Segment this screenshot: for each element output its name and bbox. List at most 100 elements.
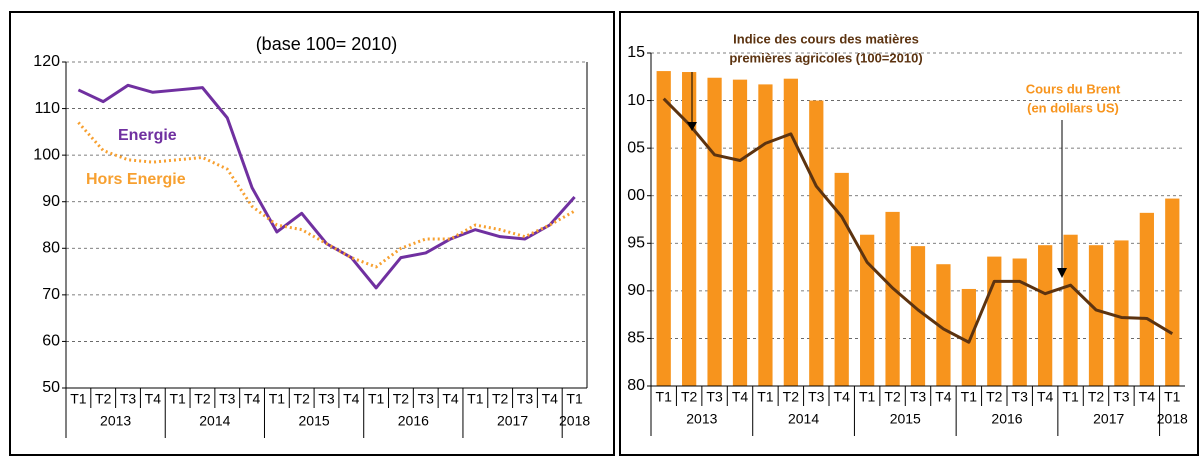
- x-tick-label: T4: [343, 391, 360, 407]
- x-tick-label: T1: [269, 391, 286, 407]
- x-tick-label: T4: [145, 391, 162, 407]
- x-tick-label: T4: [442, 391, 459, 407]
- bar: [732, 79, 748, 386]
- x-tick-label: T2: [393, 391, 410, 407]
- x-tick-label: T1: [70, 391, 87, 407]
- x-tick-label: T4: [1139, 389, 1156, 405]
- year-label: 2018: [1157, 411, 1188, 427]
- x-tick-label: T2: [294, 391, 311, 407]
- bar: [656, 71, 671, 386]
- x-tick-label: T4: [935, 389, 952, 405]
- x-tick-label: T1: [169, 391, 186, 407]
- y-tick-label: 70: [42, 286, 60, 303]
- x-tick-label: T3: [910, 389, 927, 405]
- x-tick-label: T3: [1113, 389, 1130, 405]
- arrow-head: [687, 122, 697, 131]
- y-tick-label: 60: [42, 333, 60, 350]
- bar: [682, 72, 697, 387]
- annotation: Indice des cours des matières: [733, 31, 919, 46]
- x-tick-label: T2: [884, 389, 901, 405]
- bar: [1038, 245, 1053, 386]
- x-tick-label: T2: [681, 389, 698, 405]
- y-tick-label: 80: [42, 240, 60, 257]
- x-tick-label: T2: [492, 391, 509, 407]
- bar: [1165, 198, 1180, 386]
- year-label: 2014: [788, 411, 819, 427]
- x-tick-label: T4: [834, 389, 851, 405]
- annotation: (en dollars US): [1027, 100, 1119, 115]
- y-tick-label: 90: [42, 193, 60, 210]
- y-tick-label: 85: [627, 330, 645, 347]
- bar: [860, 234, 875, 386]
- y-tick-label: 05: [627, 139, 645, 156]
- left-frame: [9, 11, 615, 456]
- year-label: 2017: [497, 413, 528, 429]
- chart-title: (base 100= 2010): [256, 34, 398, 54]
- bar: [961, 288, 976, 386]
- x-tick-label: T3: [706, 389, 723, 405]
- x-tick-label: T4: [732, 389, 749, 405]
- x-tick-label: T3: [219, 391, 236, 407]
- x-tick-label: T2: [783, 389, 800, 405]
- bar: [1139, 212, 1154, 386]
- y-tick-label: 95: [627, 235, 645, 252]
- year-label: 2018: [559, 413, 590, 429]
- bar: [1114, 240, 1129, 386]
- bar: [936, 264, 951, 386]
- series-label: Energie: [118, 127, 177, 144]
- arrow-head: [1057, 268, 1067, 278]
- x-tick-label: T1: [656, 389, 673, 405]
- annotation: premières agricoles (100=2010): [729, 50, 922, 65]
- x-tick-label: T1: [1062, 389, 1079, 405]
- bar: [783, 78, 798, 386]
- line-series: [77, 121, 576, 269]
- bar: [707, 77, 722, 386]
- year-label: 2015: [890, 411, 921, 427]
- bar: [910, 246, 926, 386]
- line-series: [662, 97, 1174, 344]
- x-tick-label: T4: [542, 391, 559, 407]
- y-tick-label: 110: [34, 100, 60, 117]
- y-tick-label: 50: [42, 379, 60, 396]
- x-tick-label: T4: [244, 391, 261, 407]
- series-label: Hors Energie: [86, 171, 186, 188]
- year-label: 2015: [299, 413, 330, 429]
- x-tick-label: T3: [120, 391, 137, 407]
- year-label: 2014: [199, 413, 230, 429]
- y-tick-label: 90: [627, 282, 645, 299]
- x-tick-label: T1: [368, 391, 385, 407]
- x-tick-label: T1: [961, 389, 978, 405]
- bar: [1063, 234, 1078, 386]
- x-tick-label: T3: [517, 391, 534, 407]
- bar: [885, 211, 900, 386]
- bar: [834, 172, 849, 386]
- bar: [1088, 245, 1104, 386]
- x-tick-label: T3: [318, 391, 335, 407]
- annotation: Cours du Brent: [1026, 81, 1121, 96]
- year-label: 2016: [991, 411, 1022, 427]
- right-frame: [619, 11, 1199, 456]
- year-label: 2013: [686, 411, 717, 427]
- bar: [987, 256, 1002, 386]
- x-tick-label: T3: [418, 391, 435, 407]
- x-tick-label: T1: [859, 389, 876, 405]
- x-tick-label: T2: [95, 391, 112, 407]
- x-tick-label: T1: [566, 391, 583, 407]
- y-tick-label: 80: [627, 377, 645, 394]
- x-tick-label: T2: [1088, 389, 1105, 405]
- year-label: 2017: [1093, 411, 1124, 427]
- bar: [758, 84, 773, 386]
- year-label: 2016: [398, 413, 429, 429]
- bar: [809, 100, 824, 387]
- y-tick-label: 00: [627, 187, 645, 204]
- year-label: 2013: [100, 413, 131, 429]
- x-tick-label: T1: [757, 389, 774, 405]
- y-tick-label: 120: [33, 53, 60, 70]
- bar: [1012, 258, 1027, 386]
- x-tick-label: T1: [467, 391, 484, 407]
- y-tick-label: 15: [627, 44, 645, 61]
- x-tick-label: T2: [986, 389, 1003, 405]
- y-tick-label: 100: [33, 146, 60, 163]
